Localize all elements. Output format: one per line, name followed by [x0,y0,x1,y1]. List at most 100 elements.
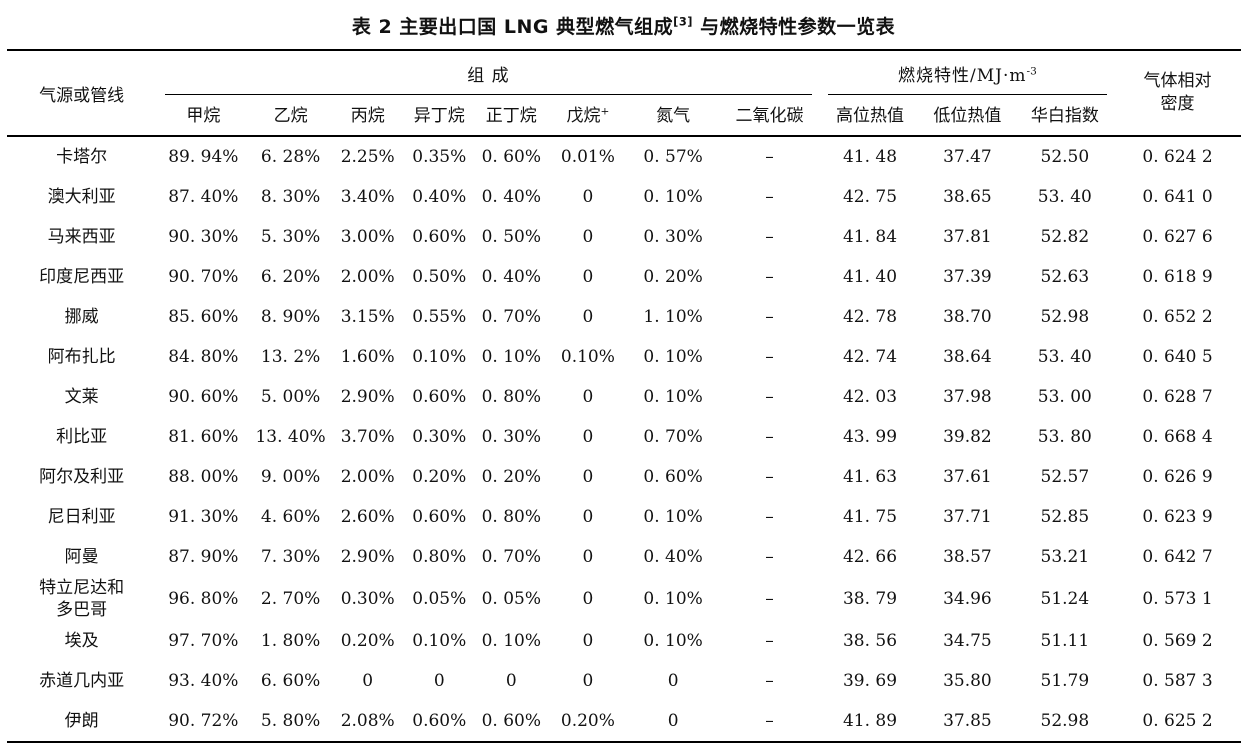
value-cell: 13. 40% [255,427,326,447]
value-cell: 0. 10% [643,187,703,207]
header-sub-row: 甲烷 乙烷 丙烷 异丁烷 正丁烷 戊烷+ 氮气 二氧化碳 高位热值 低位热值 华白指数 [7,95,1241,137]
value-cell: 0.10% [412,347,467,367]
value-cell: 52.63 [1040,267,1090,287]
source-name-cell: 卡塔尔 [56,146,108,167]
table-title-citation: [3] [673,14,693,29]
subheader-co2: 二氧化碳 [718,95,821,137]
source-name-cell: 澳大利亚 [47,186,116,207]
value-cell: 38. 56 [842,631,898,652]
value-cell: 0. 40% [481,267,541,287]
value-cell: 6. 60% [260,671,321,692]
value-cell: 37.39 [943,267,992,287]
value-cell: 0. 626 9 [1142,467,1213,487]
value-cell: 0.30% [412,427,467,447]
value-cell: 0.20% [340,631,395,652]
value-cell: 2.60% [340,507,395,527]
header-group-row: 气源或管线 组 成 燃烧特性/MJ·m-3 气体相对 密度 [6,50,1241,137]
value-cell: 0. 80% [481,387,541,407]
value-cell: 41. 40 [842,267,898,287]
value-cell: 2.00% [340,267,395,287]
value-cell: 52.98 [1040,307,1090,327]
value-cell: 0. 60% [481,711,541,732]
value-cell: 1.60% [340,347,395,367]
value-cell: 0. 10% [481,631,541,652]
value-cell: 0. 618 9 [1142,267,1213,287]
value-cell: 38. 79 [842,589,898,610]
value-cell: 0. 627 6 [1142,227,1213,247]
value-cell: 0 [667,671,679,692]
table-row: 阿曼 87. 90% 7. 30% 2.90% 0.80% 0. 70% 0 0. 40% – 4… [7,537,1241,577]
table-row: 阿布扎比 84. 80% 13. 2% 1.60% 0.10% 0. 10% 0.10% 0.… [7,337,1241,377]
value-cell: 2.90% [340,387,395,407]
source-name-cell: 赤道几内亚 [39,671,125,692]
value-cell: 0 [582,187,594,207]
value-cell: 43. 99 [842,427,898,447]
value-cell: 0.80% [412,547,467,567]
value-cell: 0 [582,227,594,247]
value-cell: 37.81 [943,227,992,247]
value-cell: 0.60% [412,711,467,732]
value-cell: 5. 80% [260,711,321,732]
value-cell: 0.55% [412,307,467,327]
value-cell: 0.10% [412,631,467,652]
value-cell: 90. 30% [168,227,239,247]
value-cell: – [765,347,774,367]
value-cell: 0. 60% [481,147,541,167]
value-cell: 0 [582,507,594,527]
value-cell: 87. 40% [168,187,239,207]
value-cell: 0.60% [412,507,467,527]
value-cell: 38.64 [943,347,992,367]
composition-group-label: 组 成 [467,66,510,86]
value-cell: 38.65 [943,187,992,207]
subheader-isobutane: 异丁烷 [404,95,475,137]
value-cell: 41. 89 [842,711,898,732]
value-cell: 0 [582,387,594,407]
source-name-cell: 特立尼达和多巴哥 [39,578,125,621]
value-cell: 0 [667,711,679,732]
value-cell: 0 [582,267,594,287]
value-cell: 41. 63 [842,467,898,487]
table-row: 澳大利亚 87. 40% 8. 30% 3.40% 0.40% 0. 40% 0 0. 10%… [7,177,1241,217]
value-cell: 41. 75 [842,507,898,527]
value-cell: 34.96 [943,589,992,610]
value-cell: 37.98 [943,387,992,407]
value-cell: 4. 60% [260,507,321,527]
value-cell: 0. 70% [481,547,541,567]
value-cell: 41. 48 [842,147,898,167]
value-cell: 0. 625 2 [1142,711,1213,732]
source-name-cell: 挪威 [64,306,99,327]
value-cell: 0. 10% [643,387,703,407]
value-cell: – [765,427,774,447]
value-cell: 6. 28% [260,147,321,167]
table-row: 印度尼西亚 90. 70% 6. 20% 2.00% 0.50% 0. 40% 0 0. 20… [7,257,1241,297]
value-cell: 0.20% [560,711,615,732]
value-cell: 5. 30% [260,227,321,247]
value-cell: 0. 30% [481,427,541,447]
value-cell: 0. 573 1 [1142,589,1213,610]
value-cell: 0.30% [340,589,395,610]
value-cell: 52.85 [1040,507,1090,527]
value-cell: 85. 60% [168,307,239,327]
value-cell: 8. 30% [260,187,321,207]
value-cell: 93. 40% [168,671,239,692]
value-cell: 0. 57% [643,147,703,167]
value-cell: 2. 70% [260,589,321,610]
value-cell: 0. 10% [643,589,703,610]
lng-composition-table: 气源或管线 组 成 燃烧特性/MJ·m-3 气体相对 密度 甲烷 乙烷 丙烷 异丁烷正… [6,49,1241,744]
value-cell: – [765,631,774,652]
value-cell: – [765,671,774,692]
subheader-nitrogen: 氮气 [627,95,719,137]
value-cell: 42. 78 [842,307,898,327]
value-cell: 87. 90% [168,547,239,567]
value-cell: 0. 70% [643,427,703,447]
value-cell: 89. 94% [168,147,239,167]
value-cell: – [765,267,774,287]
value-cell: – [765,227,774,247]
density-label-line2: 密度 [1160,94,1195,114]
value-cell: 53. 40 [1037,347,1092,367]
value-cell: 96. 80% [168,589,239,610]
value-cell: 0.50% [412,267,467,287]
header-source-label: 气源或管线 [39,85,125,106]
value-cell: 2.00% [340,467,395,487]
subheader-propane: 丙烷 [331,95,405,137]
